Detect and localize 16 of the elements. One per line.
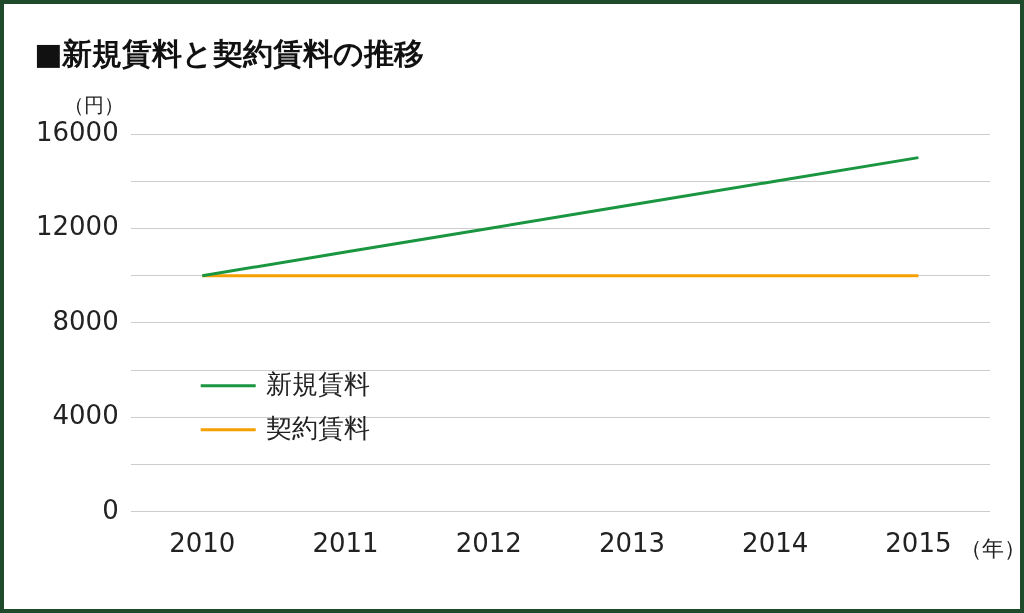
x-tick-label: 2012 (455, 528, 522, 559)
y-tick-label: 12000 (35, 211, 119, 242)
x-tick-label: 2014 (742, 528, 809, 559)
y-tick-label: 0 (102, 494, 119, 525)
x-tick-label: 2015 (885, 528, 952, 559)
x-tick-label: 2011 (312, 528, 379, 559)
y-tick-label: 4000 (52, 400, 119, 431)
x-axis-title: （年） (960, 535, 1024, 563)
x-tick-label: 2013 (598, 528, 666, 559)
x-tick-label: 2010 (169, 528, 236, 559)
y-tick-label: 8000 (52, 305, 119, 336)
legend-label: 新規賃料 (265, 368, 370, 399)
legend-label: 契約賃料 (265, 412, 370, 443)
y-axis-title: （円） (64, 92, 124, 119)
chart-title: ■新規賃料と契約賃料の推移 (34, 35, 425, 73)
y-tick-label: 16000 (35, 116, 119, 147)
